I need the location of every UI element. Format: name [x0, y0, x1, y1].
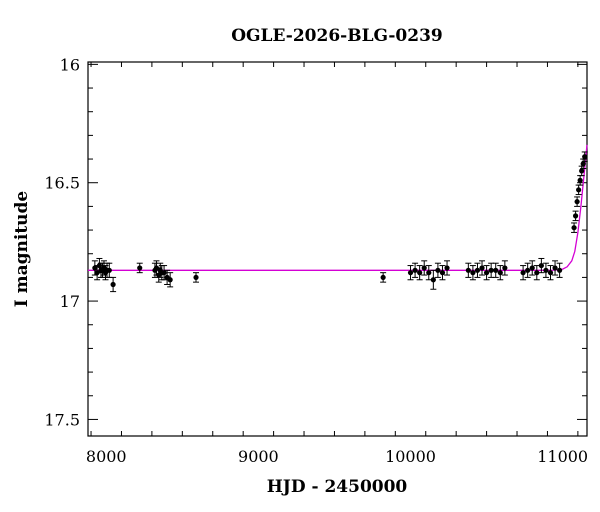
chart-title: OGLE-2026-BLG-0239 [231, 26, 443, 46]
y-tick-label: 17.5 [44, 410, 80, 429]
x-tick-label: 11000 [537, 447, 588, 466]
data-point [167, 277, 173, 283]
data-point [493, 267, 499, 273]
data-point [110, 281, 116, 288]
data-point [557, 267, 563, 273]
data-point [435, 267, 441, 273]
data-point [582, 154, 588, 160]
data-point [193, 274, 199, 281]
data-point [430, 277, 436, 283]
data-point [502, 265, 508, 271]
data-point [407, 270, 414, 276]
x-axis-label: HJD - 2450000 [267, 477, 408, 497]
y-tick-label: 17 [60, 292, 80, 311]
data-point [412, 267, 418, 273]
data-point [488, 267, 494, 273]
data-point [571, 225, 577, 231]
data-point [574, 199, 580, 205]
data-point [520, 270, 526, 276]
data-point [543, 267, 549, 273]
x-axis-ticks: 8000 9000 10000 11000 [86, 62, 588, 466]
data-point [534, 270, 540, 276]
data-point [137, 265, 143, 271]
data-point [439, 270, 446, 276]
data-point [483, 270, 490, 276]
data-point [421, 265, 427, 271]
y-axis-ticks: 16 16.5 17 17.5 [44, 55, 587, 429]
data-point [470, 270, 476, 276]
y-tick-label: 16.5 [44, 174, 80, 193]
data-point [547, 270, 554, 276]
data-point [161, 270, 167, 276]
model-curve [88, 144, 588, 271]
data-point [426, 270, 432, 276]
data-point [497, 270, 503, 276]
data-point [479, 265, 485, 271]
data-point [92, 265, 98, 271]
data-point [525, 267, 531, 273]
data-point [465, 267, 471, 273]
data-point [577, 177, 583, 183]
data-point [580, 161, 586, 167]
y-tick-label: 16 [60, 55, 80, 74]
y-axis-label: I magnitude [12, 191, 32, 308]
data-point [444, 265, 450, 271]
x-tick-label: 8000 [86, 447, 127, 466]
x-tick-label: 9000 [238, 447, 279, 466]
data-point [106, 267, 112, 273]
data-point [552, 265, 558, 271]
data-point [538, 262, 544, 269]
data-point [417, 270, 423, 276]
data-point [579, 168, 585, 174]
data-point [474, 267, 481, 273]
data-points [91, 151, 588, 293]
data-point [572, 213, 579, 219]
data-point [576, 187, 582, 193]
data-point [380, 274, 386, 281]
plot-frame [87, 61, 588, 437]
x-tick-label: 10000 [385, 447, 436, 466]
data-point [529, 265, 535, 271]
